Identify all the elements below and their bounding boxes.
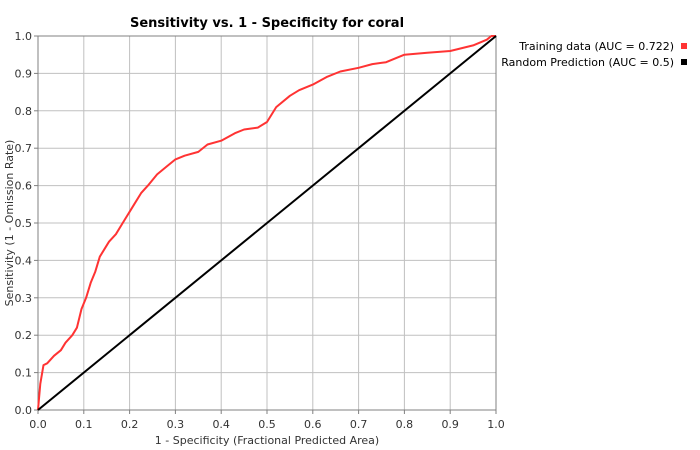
legend-swatch [681, 43, 687, 49]
y-axis-label: Sensitivity (1 - Omission Rate) [3, 140, 16, 307]
y-tick-label: 0.6 [15, 180, 33, 193]
x-tick-label: 0.9 [441, 418, 459, 431]
x-tick-label: 0.5 [258, 418, 276, 431]
y-tick-label: 0.8 [15, 105, 33, 118]
x-axis-label: 1 - Specificity (Fractional Predicted Ar… [155, 434, 379, 447]
y-axis-ticks: 0.0 0.1 0.2 0.3 0.4 0.5 0.6 0.7 0.8 0.9 1.0 [15, 30, 38, 417]
training-data-curve [37, 35, 496, 411]
random-prediction-line [37, 35, 497, 411]
y-tick-label: 0.2 [15, 329, 33, 342]
x-tick-label: 1.0 [487, 418, 505, 431]
x-tick-label: 0.3 [167, 418, 185, 431]
y-tick-label: 1.0 [15, 30, 33, 43]
x-tick-label: 0.1 [75, 418, 93, 431]
series-layer [37, 35, 497, 411]
y-tick-label: 0.3 [15, 292, 33, 305]
legend: Training data (AUC = 0.722) Random Predic… [501, 40, 687, 69]
legend-swatch [681, 59, 687, 65]
x-tick-label: 0.2 [121, 418, 139, 431]
y-tick-label: 0.7 [15, 142, 33, 155]
legend-label: Random Prediction (AUC = 0.5) [501, 56, 674, 69]
x-tick-label: 0.4 [212, 418, 230, 431]
y-tick-label: 0.5 [15, 217, 33, 230]
x-axis-ticks: 0.0 0.1 0.2 0.3 0.4 0.5 0.6 0.7 0.8 0.9 1.0 [29, 410, 505, 431]
y-tick-label: 0.9 [15, 67, 33, 80]
y-tick-label: 0.0 [15, 404, 33, 417]
x-tick-label: 0.6 [304, 418, 322, 431]
legend-label: Training data (AUC = 0.722) [518, 40, 674, 53]
chart-title: Sensitivity vs. 1 - Specificity for cora… [130, 16, 404, 31]
y-tick-label: 0.1 [15, 367, 33, 380]
y-tick-label: 0.4 [15, 254, 33, 267]
x-tick-label: 0.0 [29, 418, 47, 431]
x-tick-label: 0.7 [350, 418, 368, 431]
x-tick-label: 0.8 [396, 418, 414, 431]
